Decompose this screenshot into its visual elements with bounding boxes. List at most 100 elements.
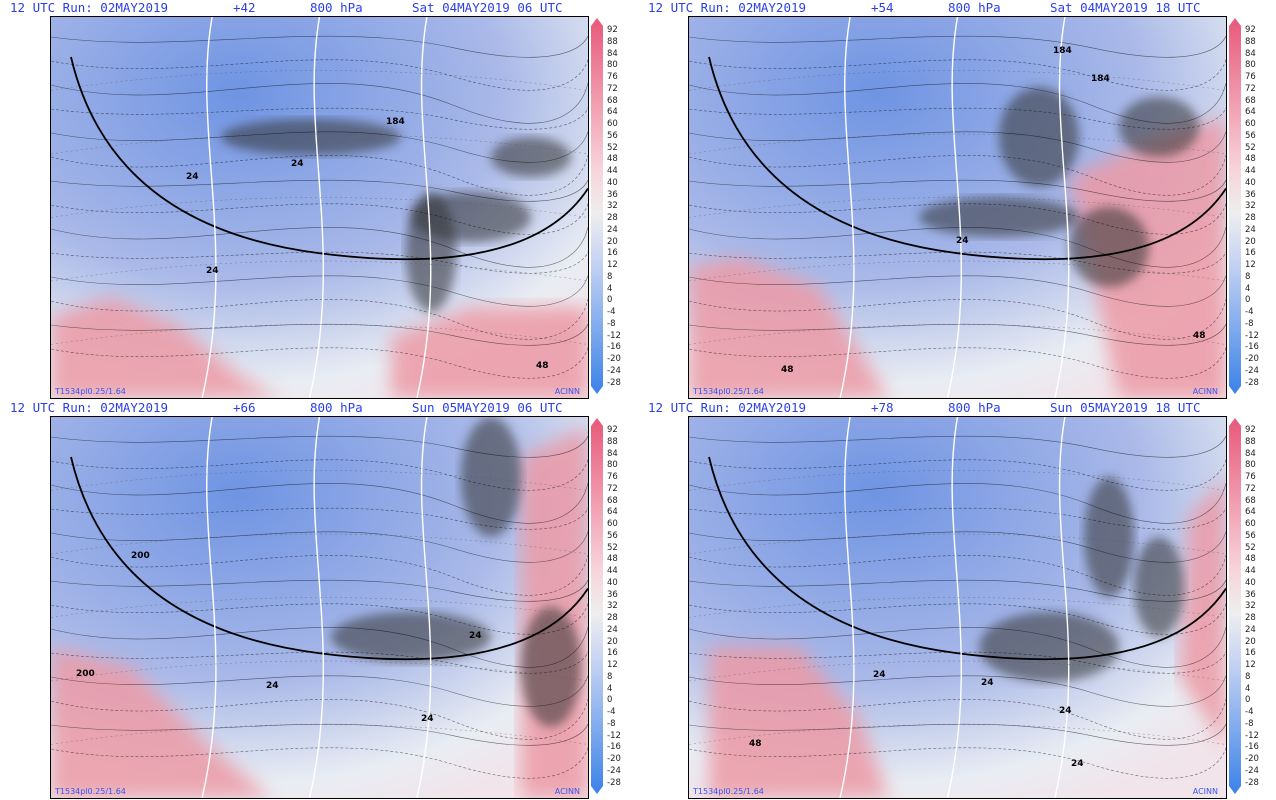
colorbar-tick: 28 (607, 213, 618, 223)
colorbar-tick: -16 (1245, 342, 1259, 353)
colorbar-tick: 44 (1245, 566, 1256, 576)
contour-label: 24 (873, 670, 886, 680)
isotherm-contour (51, 251, 588, 274)
colorbar-tick: -28 (607, 377, 621, 388)
colorbar-tick: -20 (1245, 754, 1259, 764)
colorbar-tick: 76 (1245, 72, 1256, 82)
header-valid: Sun 05MAY2019 18 UTC (1050, 400, 1201, 415)
warm-air-region (391, 307, 588, 398)
colorbar-tick: 84 (607, 48, 618, 59)
geopotential-line (308, 17, 325, 398)
colorbar-tick: -12 (607, 730, 621, 741)
bold-contour (70, 56, 588, 261)
colorbar-tick: -8 (1245, 318, 1254, 329)
colorbar-tick: 36 (1245, 589, 1256, 600)
graticule-line (51, 70, 588, 91)
panel-header: 12 UTC Run: 02MAY2019 +66 800 hPa Sun 05MAY… (0, 400, 590, 416)
colorbar-tick: -20 (607, 754, 621, 764)
colorbar-tick: -24 (607, 365, 621, 376)
colorbar-tick: -4 (1245, 707, 1254, 717)
colorbar-tick: 24 (607, 224, 618, 235)
header-lead: +78 (871, 400, 894, 415)
colorbar-ticks: 92 88 84 80 76 72 68 64 60 56 52 48 44 40 36 32 28 24 20 16… (607, 25, 637, 388)
bold-contour (70, 456, 588, 661)
isotherm-contour (689, 627, 1226, 668)
isotherm-contour (51, 227, 588, 268)
precipitation-shading (1084, 477, 1134, 597)
colorbar-tick: 92 (1245, 25, 1256, 35)
colorbar-tick: 56 (607, 530, 618, 541)
colorbar-tick: 20 (1245, 636, 1256, 647)
colorbar-tick: 72 (1245, 83, 1256, 94)
isotherm-contour (51, 299, 588, 340)
isotherm-contour (689, 651, 1226, 674)
colorbar (591, 18, 603, 394)
map-panel-2: 12 UTC Run: 02MAY2019 +54 800 hPa Sat 04MAY… (638, 0, 1276, 400)
colorbar-tick: 52 (1245, 142, 1256, 153)
colorbar-tick: 16 (607, 248, 618, 259)
colorbar-tick: 88 (1245, 436, 1256, 447)
colorbar-tick: -20 (607, 354, 621, 364)
header-lead: +54 (871, 0, 894, 15)
colorbar-tick: 24 (1245, 224, 1256, 235)
colorbar (591, 418, 603, 794)
panel-header: 12 UTC Run: 02MAY2019 +42 800 hPa Sat 04MAY… (0, 0, 590, 16)
colorbar-tick: 24 (607, 624, 618, 635)
isotherm-contour (51, 699, 588, 740)
colorbar-tick: 76 (1245, 472, 1256, 482)
graticule-line (51, 724, 588, 745)
colorbar-tick: 0 (607, 295, 613, 306)
warm-air-region (51, 647, 271, 798)
header-run-label: 12 UTC Run: 02MAY2019 (648, 0, 807, 15)
isotherm-contour (689, 323, 1226, 346)
colorbar-tick: 0 (1245, 695, 1251, 706)
contour-label: 48 (1193, 331, 1206, 341)
isotherm-contour (51, 531, 588, 563)
colorbar-tick: 4 (607, 683, 613, 694)
precipitation-shading (461, 417, 521, 537)
colorbar-tick: 56 (1245, 130, 1256, 141)
colorbar-tick: 68 (607, 95, 618, 106)
colorbar-tick: 44 (607, 166, 618, 176)
isotherm-contour (689, 275, 1226, 307)
colorbar-tick: 12 (1245, 660, 1256, 670)
colorbar-tick: 28 (1245, 213, 1256, 223)
model-label: T1534pl0.25/1.64 (693, 387, 764, 396)
header-level: 800 hPa (310, 400, 363, 415)
graticule-line (689, 470, 1226, 491)
geopotential-line (416, 417, 432, 798)
graticule-line (689, 197, 1226, 218)
colorbar-tick: 92 (607, 25, 618, 35)
forecast-map: 200 200 24 24 24 T1534pl0.25/1.64 ACINN (50, 416, 589, 799)
colorbar-tick: 16 (607, 648, 618, 659)
colorbar-tick: 92 (607, 425, 618, 435)
graticule-line (689, 133, 1226, 155)
graticule-line (689, 660, 1226, 682)
colorbar-tick: -8 (607, 718, 616, 729)
colorbar-tick: 40 (1245, 177, 1256, 188)
precipitation-shading (221, 119, 401, 155)
isotherm-contour (51, 675, 588, 707)
precipitation-shading (411, 192, 531, 242)
contour-label: 24 (1071, 759, 1084, 769)
geopotential-line (1054, 417, 1070, 798)
isotherm-contour (51, 347, 588, 379)
contour-label: 24 (421, 714, 434, 724)
panel-header: 12 UTC Run: 02MAY2019 +54 800 hPa Sat 04MAY… (638, 0, 1228, 16)
isotherm-contour (689, 531, 1226, 563)
map-panel-3: 12 UTC Run: 02MAY2019 +66 800 hPa Sun 05MAY… (0, 400, 638, 800)
precipitation-shading (1119, 97, 1199, 157)
contour-label: 184 (1091, 74, 1110, 84)
isotherm-contour (689, 435, 1226, 458)
colorbar-tick: 8 (1245, 271, 1251, 282)
graticule-line (51, 133, 588, 155)
colorbar-tick: 84 (607, 448, 618, 459)
colorbar-tick: -4 (607, 307, 616, 317)
colorbar-tick: 68 (607, 495, 618, 506)
precipitation-shading (491, 137, 571, 177)
header-run-label: 12 UTC Run: 02MAY2019 (648, 400, 807, 415)
colorbar-tick: 12 (607, 660, 618, 670)
contour-label: 24 (956, 236, 969, 246)
isotherm-contour (689, 699, 1226, 740)
isotherm-contour (689, 83, 1226, 124)
